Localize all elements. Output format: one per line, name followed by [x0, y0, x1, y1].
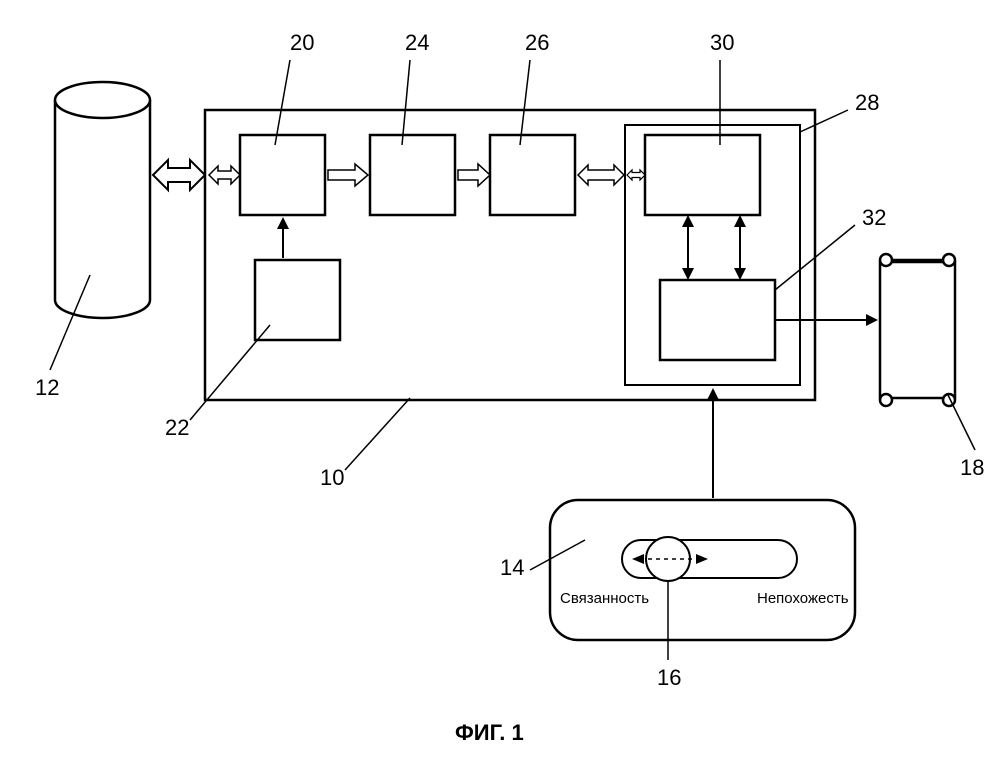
label-32: 32	[862, 205, 886, 231]
block-24	[370, 135, 455, 215]
arrow-20-to-24	[328, 164, 368, 186]
block-30	[645, 135, 760, 215]
scroll-18	[880, 254, 955, 406]
block-26	[490, 135, 575, 215]
slider-label-left: Связанность	[560, 590, 649, 607]
label-14: 14	[500, 555, 524, 581]
cylinder-12	[55, 82, 150, 318]
arrow-14-to-32	[707, 388, 719, 498]
label-28: 28	[855, 90, 879, 116]
label-18: 18	[960, 455, 984, 481]
label-22: 22	[165, 415, 189, 441]
figure-canvas: 20 24 26 30 28 32 12 22 10 14 16 18 Связ…	[0, 0, 999, 763]
label-20: 20	[290, 30, 314, 56]
arrow-26-to-28	[578, 165, 624, 185]
arrow-22-to-20	[277, 217, 289, 258]
arrow-32-to-18	[775, 314, 878, 326]
block-20	[240, 135, 325, 215]
arrow-24-to-26	[458, 164, 490, 186]
arrow-30-32-left	[682, 215, 694, 280]
label-30: 30	[710, 30, 734, 56]
label-10: 10	[320, 465, 344, 491]
block-32	[660, 280, 775, 360]
figure-caption: ФИГ. 1	[455, 720, 524, 746]
label-26: 26	[525, 30, 549, 56]
arrow-30-32-right	[734, 215, 746, 280]
label-16: 16	[657, 665, 681, 691]
label-12: 12	[35, 375, 59, 401]
arrow-12-to-frame	[153, 160, 205, 190]
slider-label-right: Непохожесть	[757, 590, 849, 607]
diagram-svg	[0, 0, 999, 763]
label-24: 24	[405, 30, 429, 56]
arrow-frame-to-20	[209, 166, 240, 184]
arrow-28-to-30	[627, 170, 645, 180]
